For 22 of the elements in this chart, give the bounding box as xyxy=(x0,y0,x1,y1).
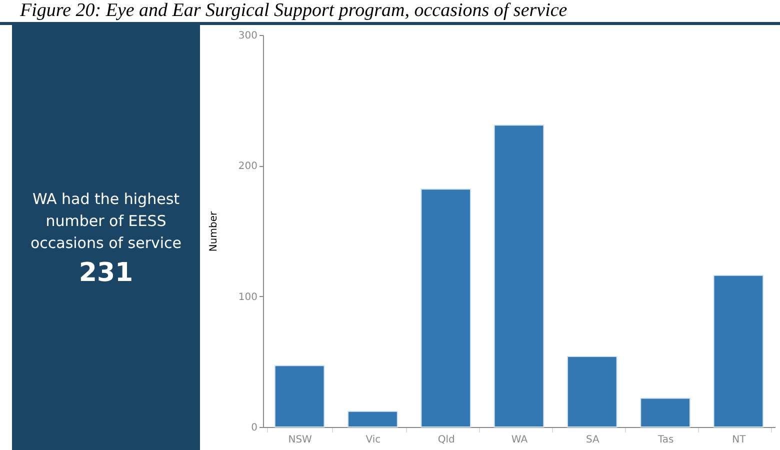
bar xyxy=(640,398,690,428)
x-tick-label: Vic xyxy=(366,434,381,446)
bar xyxy=(713,274,764,428)
y-tick-label: 0 xyxy=(251,422,258,434)
y-tick-label: 200 xyxy=(238,161,258,172)
y-axis-title: Number xyxy=(208,210,220,252)
x-tick-label: WA xyxy=(511,434,528,446)
bar xyxy=(494,124,544,428)
x-tick-label: Tas xyxy=(656,434,674,446)
x-tick-label: Qld xyxy=(438,434,455,446)
text: 231 xyxy=(78,258,134,288)
bar xyxy=(566,356,618,428)
bar xyxy=(420,188,472,428)
y-tick-label: 100 xyxy=(238,292,258,303)
chart-title: Figure 20: Eye and Ear Surgical Support program, occasions of service xyxy=(0,0,780,25)
y-tick-label: 300 xyxy=(238,30,258,42)
x-tick-label: NT xyxy=(732,434,747,446)
x-tick-label: SA xyxy=(586,434,600,446)
bar xyxy=(274,365,325,428)
bar xyxy=(348,410,398,428)
text: WA had the highest number of EESS occasions of service xyxy=(29,188,183,254)
x-tick-label: NSW xyxy=(288,434,312,446)
